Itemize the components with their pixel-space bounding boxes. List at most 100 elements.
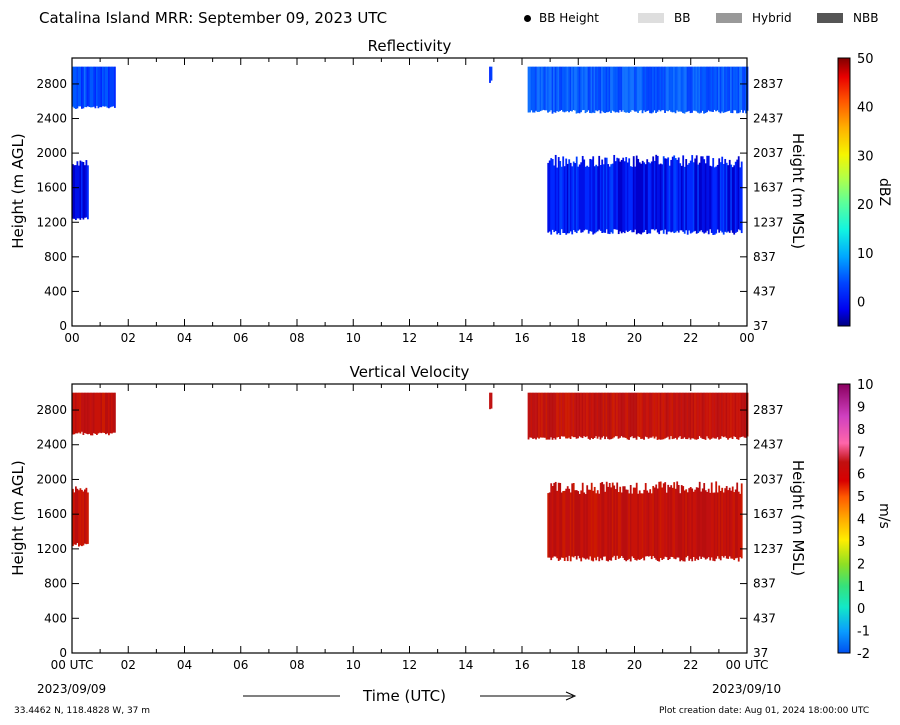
echo-column — [722, 163, 725, 235]
echo-column — [571, 392, 573, 437]
echo-column — [580, 490, 583, 562]
echo-column — [691, 66, 693, 113]
echo-column — [704, 66, 707, 114]
echo-column — [676, 392, 678, 440]
echo-column — [550, 483, 553, 561]
echo-column — [713, 392, 716, 439]
echo-column — [613, 66, 615, 112]
echo-column — [631, 166, 634, 233]
echo-column — [671, 156, 674, 232]
echo-column — [640, 66, 642, 110]
echo-column — [490, 392, 493, 409]
echo-column — [569, 492, 572, 562]
ytick-right-label: 437 — [753, 611, 776, 625]
echo-column — [716, 392, 719, 438]
echo-column — [691, 488, 694, 562]
echo-column — [637, 66, 639, 113]
echo-column — [102, 392, 104, 433]
echo-column — [631, 66, 633, 110]
xtick-label: 06 — [233, 331, 248, 345]
echo-column — [727, 66, 729, 112]
xtick-label: 12 — [402, 658, 417, 672]
xtick-label: 04 — [177, 658, 192, 672]
echo-column — [635, 482, 638, 561]
xtick-label: 00 — [64, 331, 79, 345]
echo-column — [718, 158, 721, 233]
echo-column — [667, 392, 669, 437]
echo-column — [737, 66, 740, 114]
echo-column — [595, 66, 597, 111]
echo-column — [668, 487, 671, 560]
colorbar-tick-label: 4 — [857, 513, 865, 528]
echo-column — [664, 392, 666, 439]
colorbar-tick-label: 6 — [857, 468, 865, 483]
xtick-label: 00 UTC — [51, 658, 94, 672]
echo-column — [87, 392, 89, 435]
xtick-label: 20 — [627, 331, 642, 345]
echo-column — [635, 155, 638, 235]
echo-column — [634, 392, 636, 438]
echo-column — [601, 66, 603, 111]
echo-column — [710, 482, 713, 558]
xtick-label: 22 — [683, 331, 698, 345]
echo-column — [601, 392, 603, 438]
ytick-right-label: 2837 — [753, 77, 784, 91]
echo-column — [664, 158, 667, 230]
echo-column — [592, 490, 595, 562]
echo-column — [701, 392, 704, 439]
echo-column — [587, 392, 590, 439]
echo-column — [644, 66, 647, 113]
echo-column — [695, 155, 698, 234]
echo-column — [94, 392, 97, 434]
echo-column — [667, 157, 670, 232]
echo-column — [106, 392, 109, 434]
echo-column — [617, 66, 620, 113]
echo-column — [694, 66, 696, 111]
echo-column — [724, 392, 726, 437]
echo-column — [79, 160, 82, 220]
echo-column — [674, 66, 677, 114]
echo-column — [527, 66, 530, 113]
echo-column — [721, 66, 723, 112]
echo-column — [656, 66, 659, 112]
echo-column — [547, 392, 549, 440]
echo-column — [599, 66, 602, 114]
colorbar-tick-label: 2 — [857, 557, 865, 572]
echo-column — [559, 482, 562, 560]
echo-column — [707, 392, 710, 439]
echo-column — [76, 392, 79, 434]
echo-column — [686, 392, 689, 440]
echo-column — [79, 66, 82, 107]
echo-column — [647, 492, 650, 557]
echo-column — [76, 161, 79, 219]
echo-column — [665, 392, 668, 438]
echo-column — [593, 166, 596, 234]
ytick-label: 800 — [44, 250, 67, 264]
echo-column — [709, 392, 711, 440]
echo-column — [72, 392, 74, 435]
echo-column — [587, 489, 590, 560]
echo-column — [614, 489, 617, 561]
xtick-label: 00 — [739, 331, 754, 345]
echo-column — [686, 66, 689, 112]
ytick-right-label: 37 — [753, 319, 768, 333]
echo-column — [111, 66, 113, 107]
echo-column — [647, 162, 650, 234]
echo-column — [706, 155, 709, 231]
echo-column — [85, 160, 88, 218]
echo-column — [626, 66, 629, 113]
echo-column — [703, 66, 705, 114]
echo-column — [75, 392, 77, 434]
echo-column — [689, 160, 692, 234]
echo-column — [742, 392, 744, 437]
legend-hybrid: Hybrid — [716, 11, 792, 25]
echo-column — [619, 66, 621, 111]
echo-column — [538, 392, 540, 439]
vertical-velocity-title: Vertical Velocity — [349, 363, 470, 381]
echo-column — [676, 66, 678, 111]
echo-column — [713, 167, 716, 235]
echo-column — [114, 66, 116, 108]
echo-column — [602, 484, 605, 557]
